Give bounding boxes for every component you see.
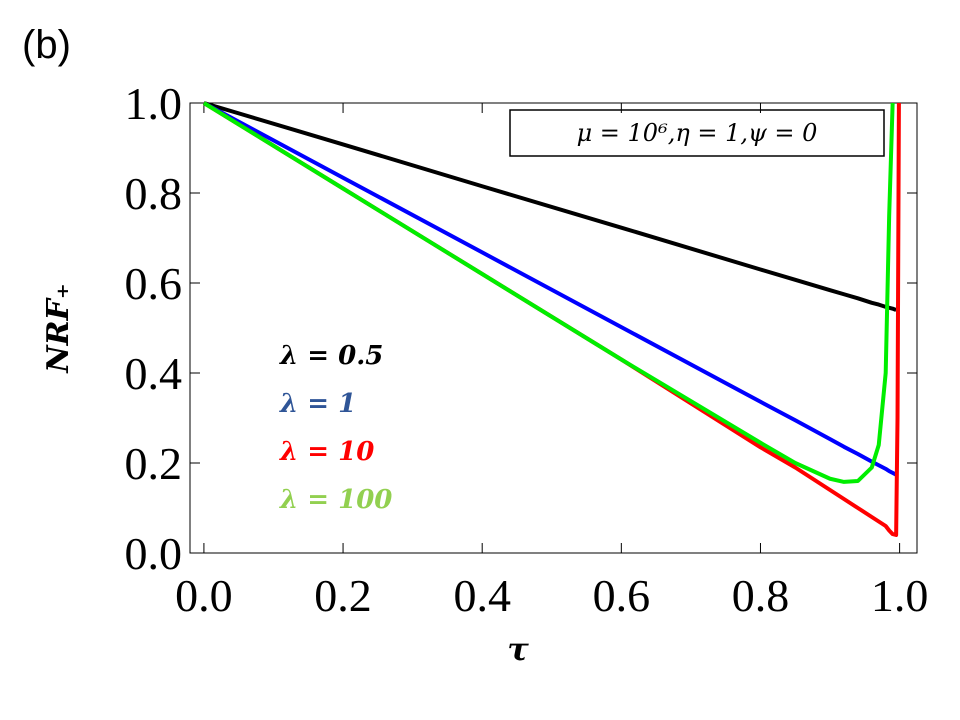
x-tick-label: 0.8 (732, 570, 790, 621)
y-tick-label: 0.6 (125, 258, 183, 309)
x-tick-label: 0.0 (175, 570, 233, 621)
annotation: μ = 10⁶,η = 1,ψ = 0 (577, 119, 818, 147)
legend-label: λ = 10 (279, 437, 374, 467)
x-tick-label: 0.4 (453, 570, 511, 621)
series-line (202, 101, 895, 484)
plot-frame (189, 102, 918, 554)
annotation-box (509, 109, 885, 157)
y-tick-label: 0.0 (125, 528, 183, 579)
legend-label: λ = 0.5 (279, 341, 383, 371)
y-tick-label: 0.8 (125, 168, 183, 219)
y-axis-label: NRF₊ (41, 283, 76, 374)
x-axis-label: τ (507, 630, 529, 668)
x-tick-label: 1.0 (871, 570, 929, 621)
legend-label: λ = 100 (279, 485, 392, 515)
panel-label: (b) (22, 23, 71, 67)
y-tick-label: 0.4 (125, 348, 183, 399)
x-tick-label: 0.2 (314, 570, 372, 621)
y-tick-label: 0.2 (125, 438, 183, 489)
y-tick-label: 1.0 (125, 78, 183, 129)
series-line (202, 101, 898, 477)
x-tick-label: 0.6 (593, 570, 651, 621)
legend-label: λ = 1 (279, 389, 356, 419)
